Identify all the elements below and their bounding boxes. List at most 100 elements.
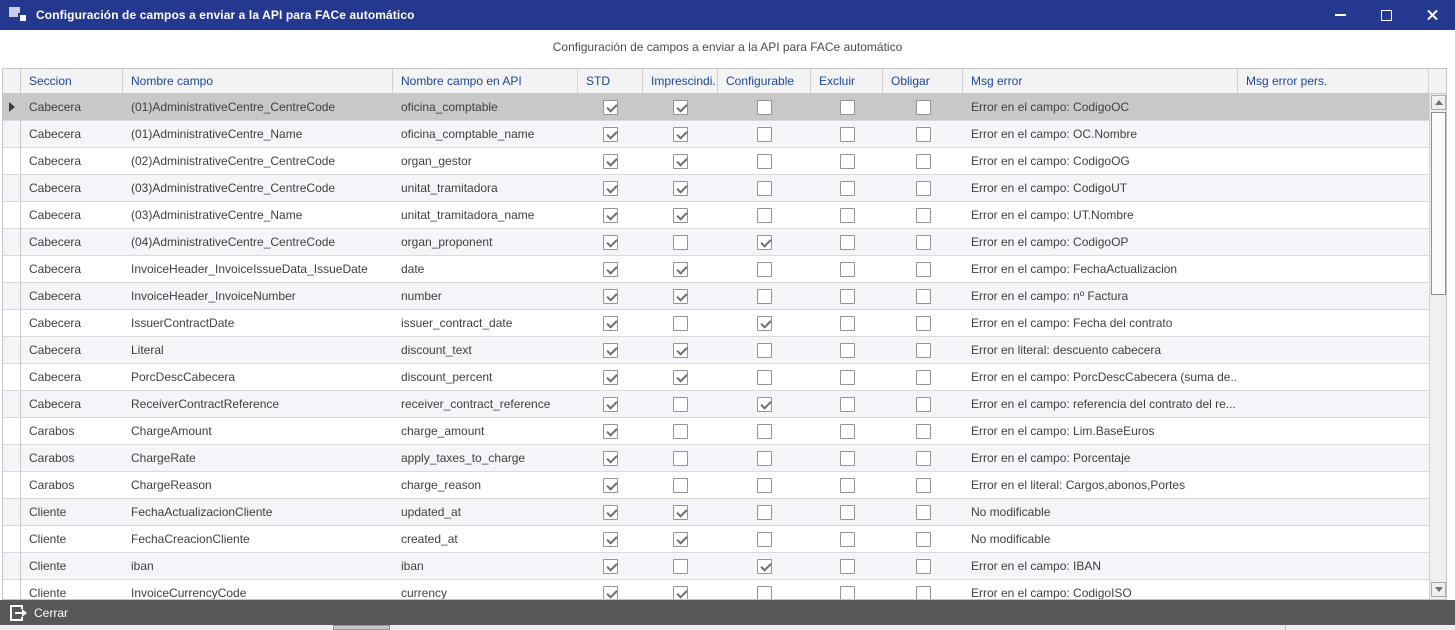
horizontal-scrollbar-thumb[interactable] [333, 625, 390, 630]
row-selector[interactable] [3, 364, 21, 390]
table-row[interactable]: Cabecera InvoiceHeader_InvoiceNumber numbe… [3, 283, 1429, 310]
column-header-seccion[interactable]: Seccion [21, 69, 123, 93]
configurable-checkbox[interactable] [757, 234, 772, 250]
column-header-excluir[interactable]: Excluir [811, 69, 883, 93]
table-row[interactable]: Cabecera ReceiverContractReference receive… [3, 391, 1429, 418]
excluir-checkbox[interactable] [839, 450, 855, 466]
std-checkbox[interactable] [603, 450, 618, 466]
imprescindible-checkbox[interactable] [673, 288, 688, 304]
imprescindible-checkbox[interactable] [673, 180, 688, 196]
row-selector[interactable] [3, 337, 21, 363]
column-header-obligar[interactable]: Obligar [883, 69, 963, 93]
row-selector[interactable] [3, 499, 21, 525]
configurable-checkbox[interactable] [757, 288, 772, 304]
obligar-checkbox[interactable] [915, 477, 931, 493]
obligar-checkbox[interactable] [915, 99, 931, 115]
imprescindible-checkbox[interactable] [673, 369, 688, 385]
scroll-up-button[interactable] [1431, 95, 1446, 110]
std-checkbox[interactable] [603, 207, 618, 223]
table-row[interactable]: Cliente iban iban Error en el campo: IBAN [3, 553, 1429, 580]
table-row[interactable]: Cabecera IssuerContractDate issuer_contrac… [3, 310, 1429, 337]
imprescindible-checkbox[interactable] [673, 315, 688, 331]
obligar-checkbox[interactable] [915, 585, 931, 599]
imprescindible-checkbox[interactable] [673, 531, 688, 547]
excluir-checkbox[interactable] [839, 504, 855, 520]
table-row[interactable]: Cabecera (01)AdministrativeCentre_Name ofi… [3, 121, 1429, 148]
cerrar-button[interactable]: Cerrar [10, 604, 68, 621]
row-selector[interactable] [3, 418, 21, 444]
row-selector[interactable] [3, 472, 21, 498]
table-row[interactable]: Carabos ChargeAmount charge_amount Error en… [3, 418, 1429, 445]
excluir-checkbox[interactable] [839, 180, 855, 196]
std-checkbox[interactable] [603, 531, 618, 547]
excluir-checkbox[interactable] [839, 585, 855, 599]
table-row[interactable]: Cabecera (03)AdministrativeCentre_Name uni… [3, 202, 1429, 229]
obligar-checkbox[interactable] [915, 369, 931, 385]
imprescindible-checkbox[interactable] [673, 585, 688, 599]
std-checkbox[interactable] [603, 477, 618, 493]
configurable-checkbox[interactable] [757, 315, 772, 331]
obligar-checkbox[interactable] [915, 558, 931, 574]
configurable-checkbox[interactable] [757, 261, 772, 277]
obligar-checkbox[interactable] [915, 126, 931, 142]
excluir-checkbox[interactable] [839, 423, 855, 439]
obligar-checkbox[interactable] [915, 234, 931, 250]
row-selector[interactable] [3, 256, 21, 282]
excluir-checkbox[interactable] [839, 261, 855, 277]
table-row[interactable]: Cabecera Literal discount_text Error en lit… [3, 337, 1429, 364]
std-checkbox[interactable] [603, 342, 618, 358]
std-checkbox[interactable] [603, 126, 618, 142]
excluir-checkbox[interactable] [839, 477, 855, 493]
imprescindible-checkbox[interactable] [673, 207, 688, 223]
obligar-checkbox[interactable] [915, 180, 931, 196]
obligar-checkbox[interactable] [915, 423, 931, 439]
row-selector[interactable] [3, 526, 21, 552]
obligar-checkbox[interactable] [915, 288, 931, 304]
imprescindible-checkbox[interactable] [673, 99, 688, 115]
configurable-checkbox[interactable] [757, 99, 772, 115]
table-row[interactable]: Cabecera InvoiceHeader_InvoiceIssueData_I… [3, 256, 1429, 283]
configurable-checkbox[interactable] [757, 180, 772, 196]
horizontal-scrollbar[interactable] [0, 625, 1455, 630]
std-checkbox[interactable] [603, 99, 618, 115]
imprescindible-checkbox[interactable] [673, 450, 688, 466]
obligar-checkbox[interactable] [915, 396, 931, 412]
configurable-checkbox[interactable] [757, 450, 772, 466]
obligar-checkbox[interactable] [915, 153, 931, 169]
table-row[interactable]: Cliente FechaCreacionCliente created_at No … [3, 526, 1429, 553]
configurable-checkbox[interactable] [757, 153, 772, 169]
maximize-button[interactable] [1363, 0, 1409, 30]
table-row[interactable]: Cliente FechaActualizacionCliente updated_… [3, 499, 1429, 526]
std-checkbox[interactable] [603, 423, 618, 439]
obligar-checkbox[interactable] [915, 450, 931, 466]
row-selector[interactable] [3, 580, 21, 599]
row-selector[interactable] [3, 283, 21, 309]
close-button[interactable] [1409, 0, 1455, 30]
row-selector[interactable] [3, 310, 21, 336]
row-selector[interactable] [3, 121, 21, 147]
row-selector[interactable] [3, 148, 21, 174]
std-checkbox[interactable] [603, 369, 618, 385]
configurable-checkbox[interactable] [757, 531, 772, 547]
configurable-checkbox[interactable] [757, 585, 772, 599]
configurable-checkbox[interactable] [757, 342, 772, 358]
minimize-button[interactable] [1317, 0, 1363, 30]
excluir-checkbox[interactable] [839, 126, 855, 142]
column-header-std[interactable]: STD [578, 69, 643, 93]
row-selector[interactable] [3, 175, 21, 201]
table-row[interactable]: Cabecera (01)AdministrativeCentre_CentreC… [3, 94, 1429, 121]
scrollbar-thumb[interactable] [1431, 112, 1446, 295]
std-checkbox[interactable] [603, 288, 618, 304]
table-row[interactable]: Cliente InvoiceCurrencyCode currency Error … [3, 580, 1429, 599]
imprescindible-checkbox[interactable] [673, 153, 688, 169]
configurable-checkbox[interactable] [757, 369, 772, 385]
std-checkbox[interactable] [603, 558, 618, 574]
vertical-scrollbar[interactable] [1429, 94, 1446, 599]
row-selector[interactable] [3, 445, 21, 471]
excluir-checkbox[interactable] [839, 315, 855, 331]
std-checkbox[interactable] [603, 504, 618, 520]
table-row[interactable]: Cabecera (04)AdministrativeCentre_CentreC… [3, 229, 1429, 256]
std-checkbox[interactable] [603, 396, 618, 412]
excluir-checkbox[interactable] [839, 531, 855, 547]
std-checkbox[interactable] [603, 180, 618, 196]
